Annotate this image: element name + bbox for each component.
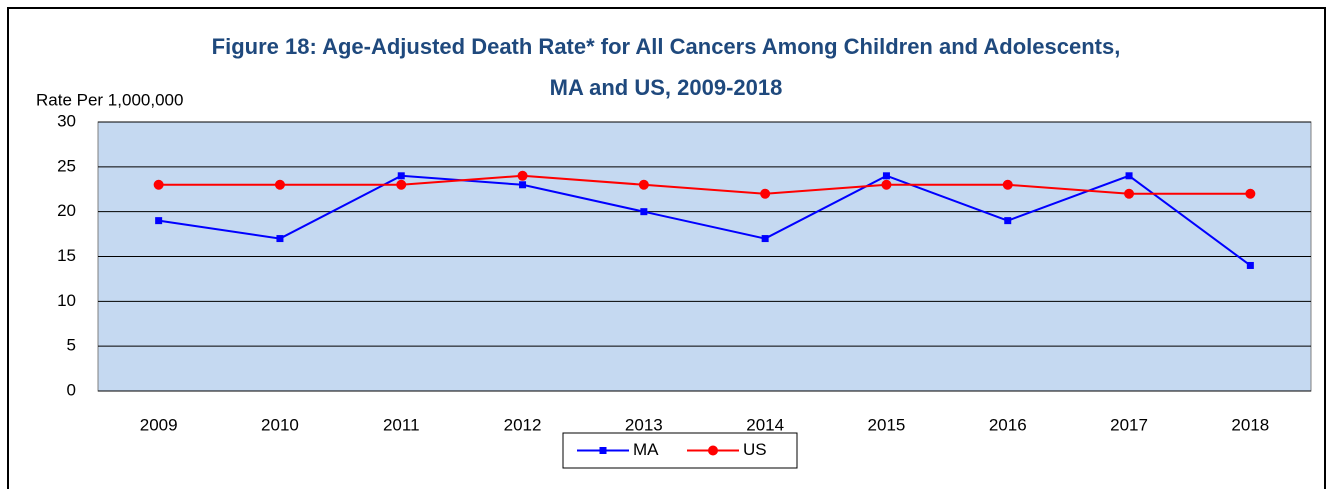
data-point	[396, 179, 407, 190]
y-tick-label: 5	[67, 336, 76, 355]
data-point	[519, 181, 527, 189]
chart-frame	[7, 7, 1326, 489]
x-tick-label: 2017	[1110, 415, 1148, 434]
data-point	[881, 179, 892, 190]
series-line	[158, 174, 1251, 195]
x-tick-label: 2013	[625, 415, 663, 434]
data-point	[517, 170, 528, 181]
x-tick-label: 2014	[746, 415, 784, 434]
data-point	[276, 235, 284, 243]
data-point	[153, 179, 164, 190]
y-tick-label: 15	[57, 246, 76, 265]
data-point	[1004, 217, 1012, 225]
series-line	[158, 174, 1251, 267]
y-tick-label: 10	[57, 291, 76, 310]
legend-marker	[599, 447, 607, 454]
x-tick-label: 2010	[261, 415, 299, 434]
y-axis-label: Rate Per 1,000,000	[36, 90, 183, 109]
chart-title: Figure 18: Age-Adjusted Death Rate* for …	[212, 34, 1121, 59]
y-tick-label: 25	[57, 156, 76, 175]
legend-marker	[708, 445, 718, 456]
data-point	[638, 179, 649, 190]
data-point	[761, 235, 769, 243]
data-point	[1125, 172, 1133, 180]
y-tick-label: 20	[57, 201, 76, 220]
data-point	[274, 179, 285, 190]
y-tick-label: 30	[57, 111, 76, 130]
x-tick-label: 2015	[868, 415, 906, 434]
x-tick-label: 2016	[989, 415, 1027, 434]
data-point	[1246, 261, 1254, 269]
data-point	[1124, 188, 1135, 199]
x-tick-label: 2011	[383, 415, 420, 434]
data-point	[1002, 179, 1013, 190]
data-point	[1245, 188, 1256, 199]
data-point	[397, 172, 405, 180]
chart-title: MA and US, 2009-2018	[550, 75, 783, 100]
legend-label: MA	[633, 440, 659, 459]
data-point	[760, 188, 771, 199]
data-point	[640, 208, 648, 216]
x-tick-label: 2009	[140, 415, 178, 434]
data-point	[155, 217, 163, 225]
y-tick-label: 0	[67, 380, 76, 399]
x-tick-label: 2012	[504, 415, 542, 434]
data-point	[882, 172, 890, 180]
x-tick-label: 2018	[1231, 415, 1269, 434]
legend-label: US	[743, 440, 767, 459]
